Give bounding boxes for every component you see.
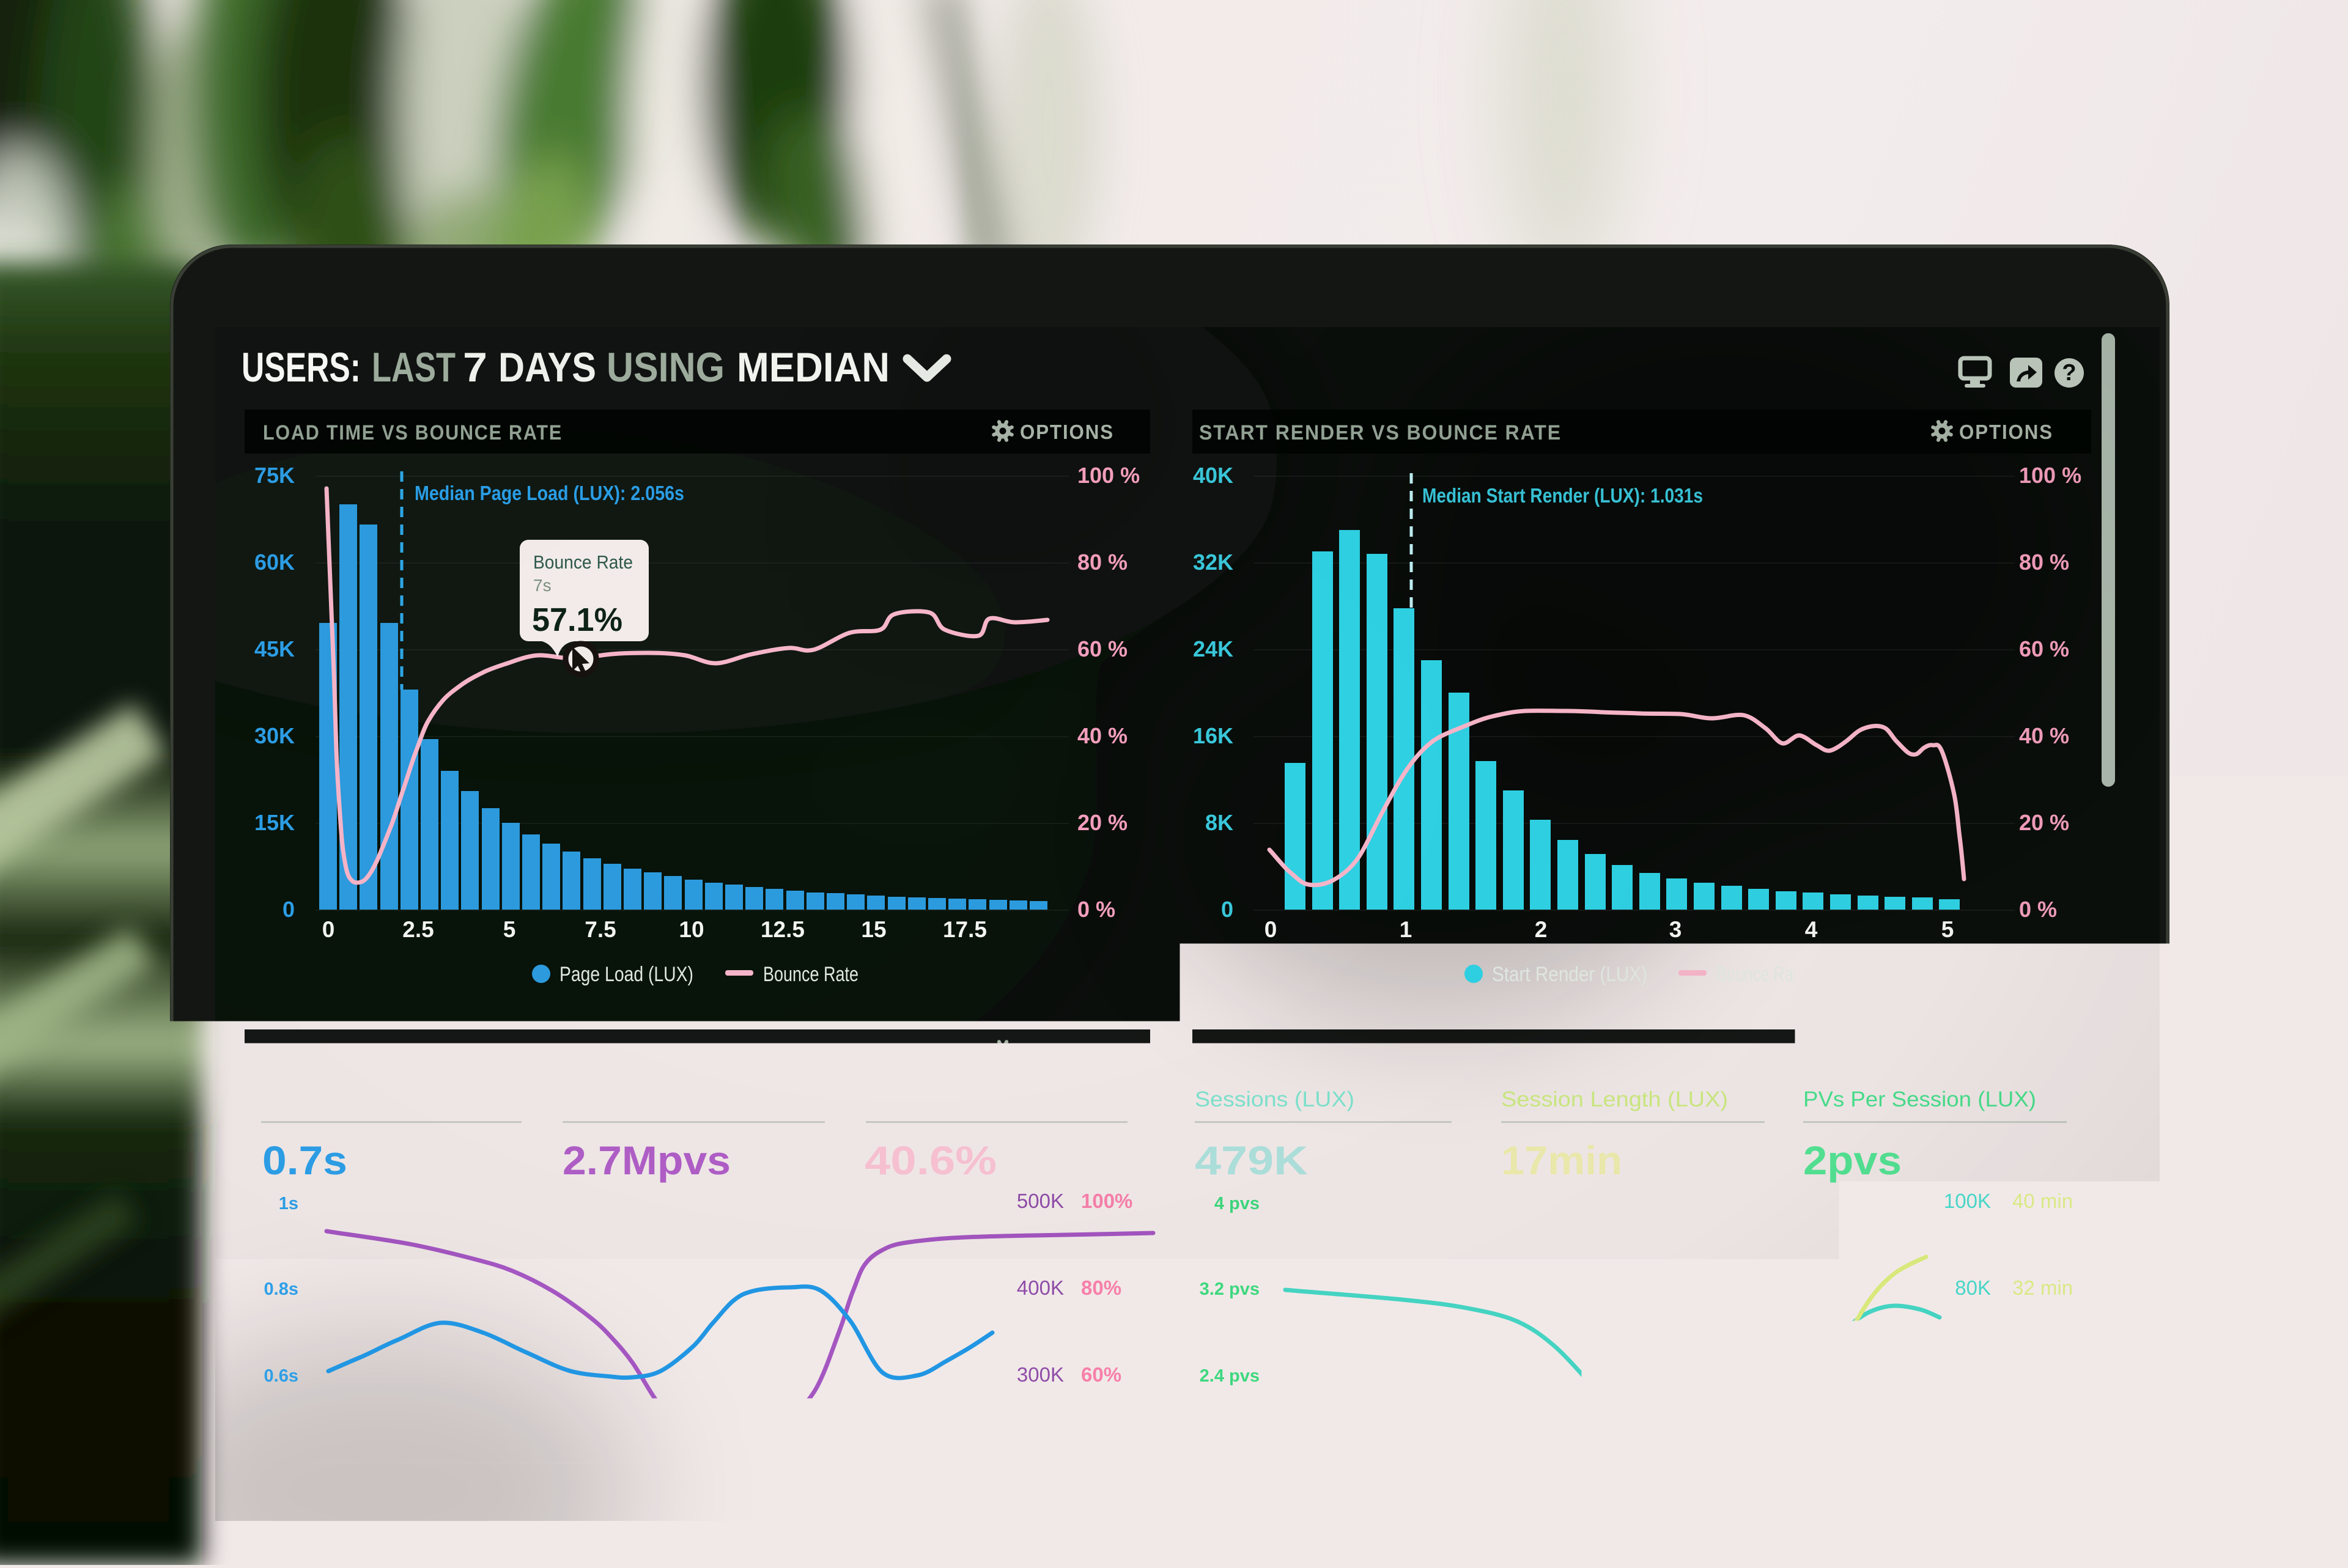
svg-text:MacBook Pro: MacBook Pro bbox=[1084, 1552, 1250, 1565]
